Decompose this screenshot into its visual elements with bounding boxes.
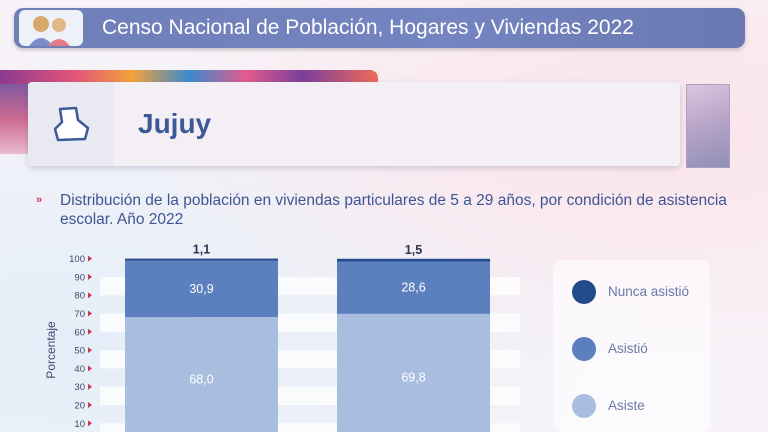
- y-tick-label: 40: [74, 364, 85, 375]
- y-tick-label: 70: [74, 309, 85, 320]
- y-tick-label: 60: [74, 327, 85, 338]
- grid-band: [100, 423, 520, 432]
- bar-segment-asistió: [337, 261, 490, 314]
- people-logo-icon: [19, 10, 83, 46]
- chart-title: Distribución de la población en vivienda…: [60, 192, 727, 228]
- legend-swatch: [572, 280, 596, 304]
- legend-label: Asiste: [608, 398, 645, 413]
- header-bar: Censo Nacional de Población, Hogares y V…: [14, 8, 745, 48]
- decorative-art-left: [0, 84, 28, 154]
- y-tick-label: 50: [74, 346, 85, 357]
- legend-label: Asistió: [608, 341, 648, 356]
- header-title: Censo Nacional de Población, Hogares y V…: [102, 16, 634, 39]
- y-tick-marker: [88, 402, 92, 408]
- data-label: 68,0: [189, 372, 213, 386]
- legend-swatch: [572, 337, 596, 361]
- y-tick-label: 20: [74, 401, 85, 412]
- legend-swatch: [572, 394, 596, 418]
- province-map-icon: [28, 82, 114, 166]
- province-card: Jujuy: [28, 82, 680, 166]
- y-tick-label: 30: [74, 382, 85, 393]
- y-axis-label: Porcentaje: [44, 321, 58, 379]
- bar-segment-asiste: [125, 317, 278, 432]
- y-tick-label: 90: [74, 272, 85, 283]
- decorative-art-strip: [0, 70, 378, 84]
- legend-label: Nunca asistió: [608, 284, 690, 299]
- data-label: 69,8: [401, 371, 425, 385]
- y-tick-label: 10: [74, 419, 85, 430]
- y-tick-marker: [88, 328, 92, 335]
- y-tick-marker: [88, 420, 92, 427]
- y-tick-marker: [88, 347, 92, 354]
- y-tick-marker: [88, 310, 92, 317]
- y-tick-label: 80: [74, 291, 85, 302]
- bar-segment-asistió: [125, 260, 278, 318]
- data-label: 28,6: [401, 281, 425, 295]
- y-tick-label: 100: [69, 254, 85, 265]
- bar-segment-nunca-asistió: [125, 258, 278, 261]
- bar-segment-nunca-asistió: [337, 258, 490, 262]
- data-label: 1,5: [405, 243, 422, 257]
- y-tick-marker: [88, 383, 92, 390]
- legend: Nunca asistió Asistió Asiste: [553, 260, 710, 432]
- y-tick-marker: [88, 365, 92, 372]
- y-tick-marker: [88, 273, 92, 280]
- y-tick-marker: [88, 255, 92, 262]
- decorative-portrait: [686, 84, 730, 168]
- province-name: Jujuy: [138, 108, 212, 139]
- bar-segment-asiste: [337, 313, 490, 432]
- bullet-arrow-icon: »: [36, 194, 43, 206]
- data-label: 30,9: [189, 282, 213, 296]
- y-tick-marker: [88, 292, 92, 299]
- data-label: 1,1: [193, 243, 210, 257]
